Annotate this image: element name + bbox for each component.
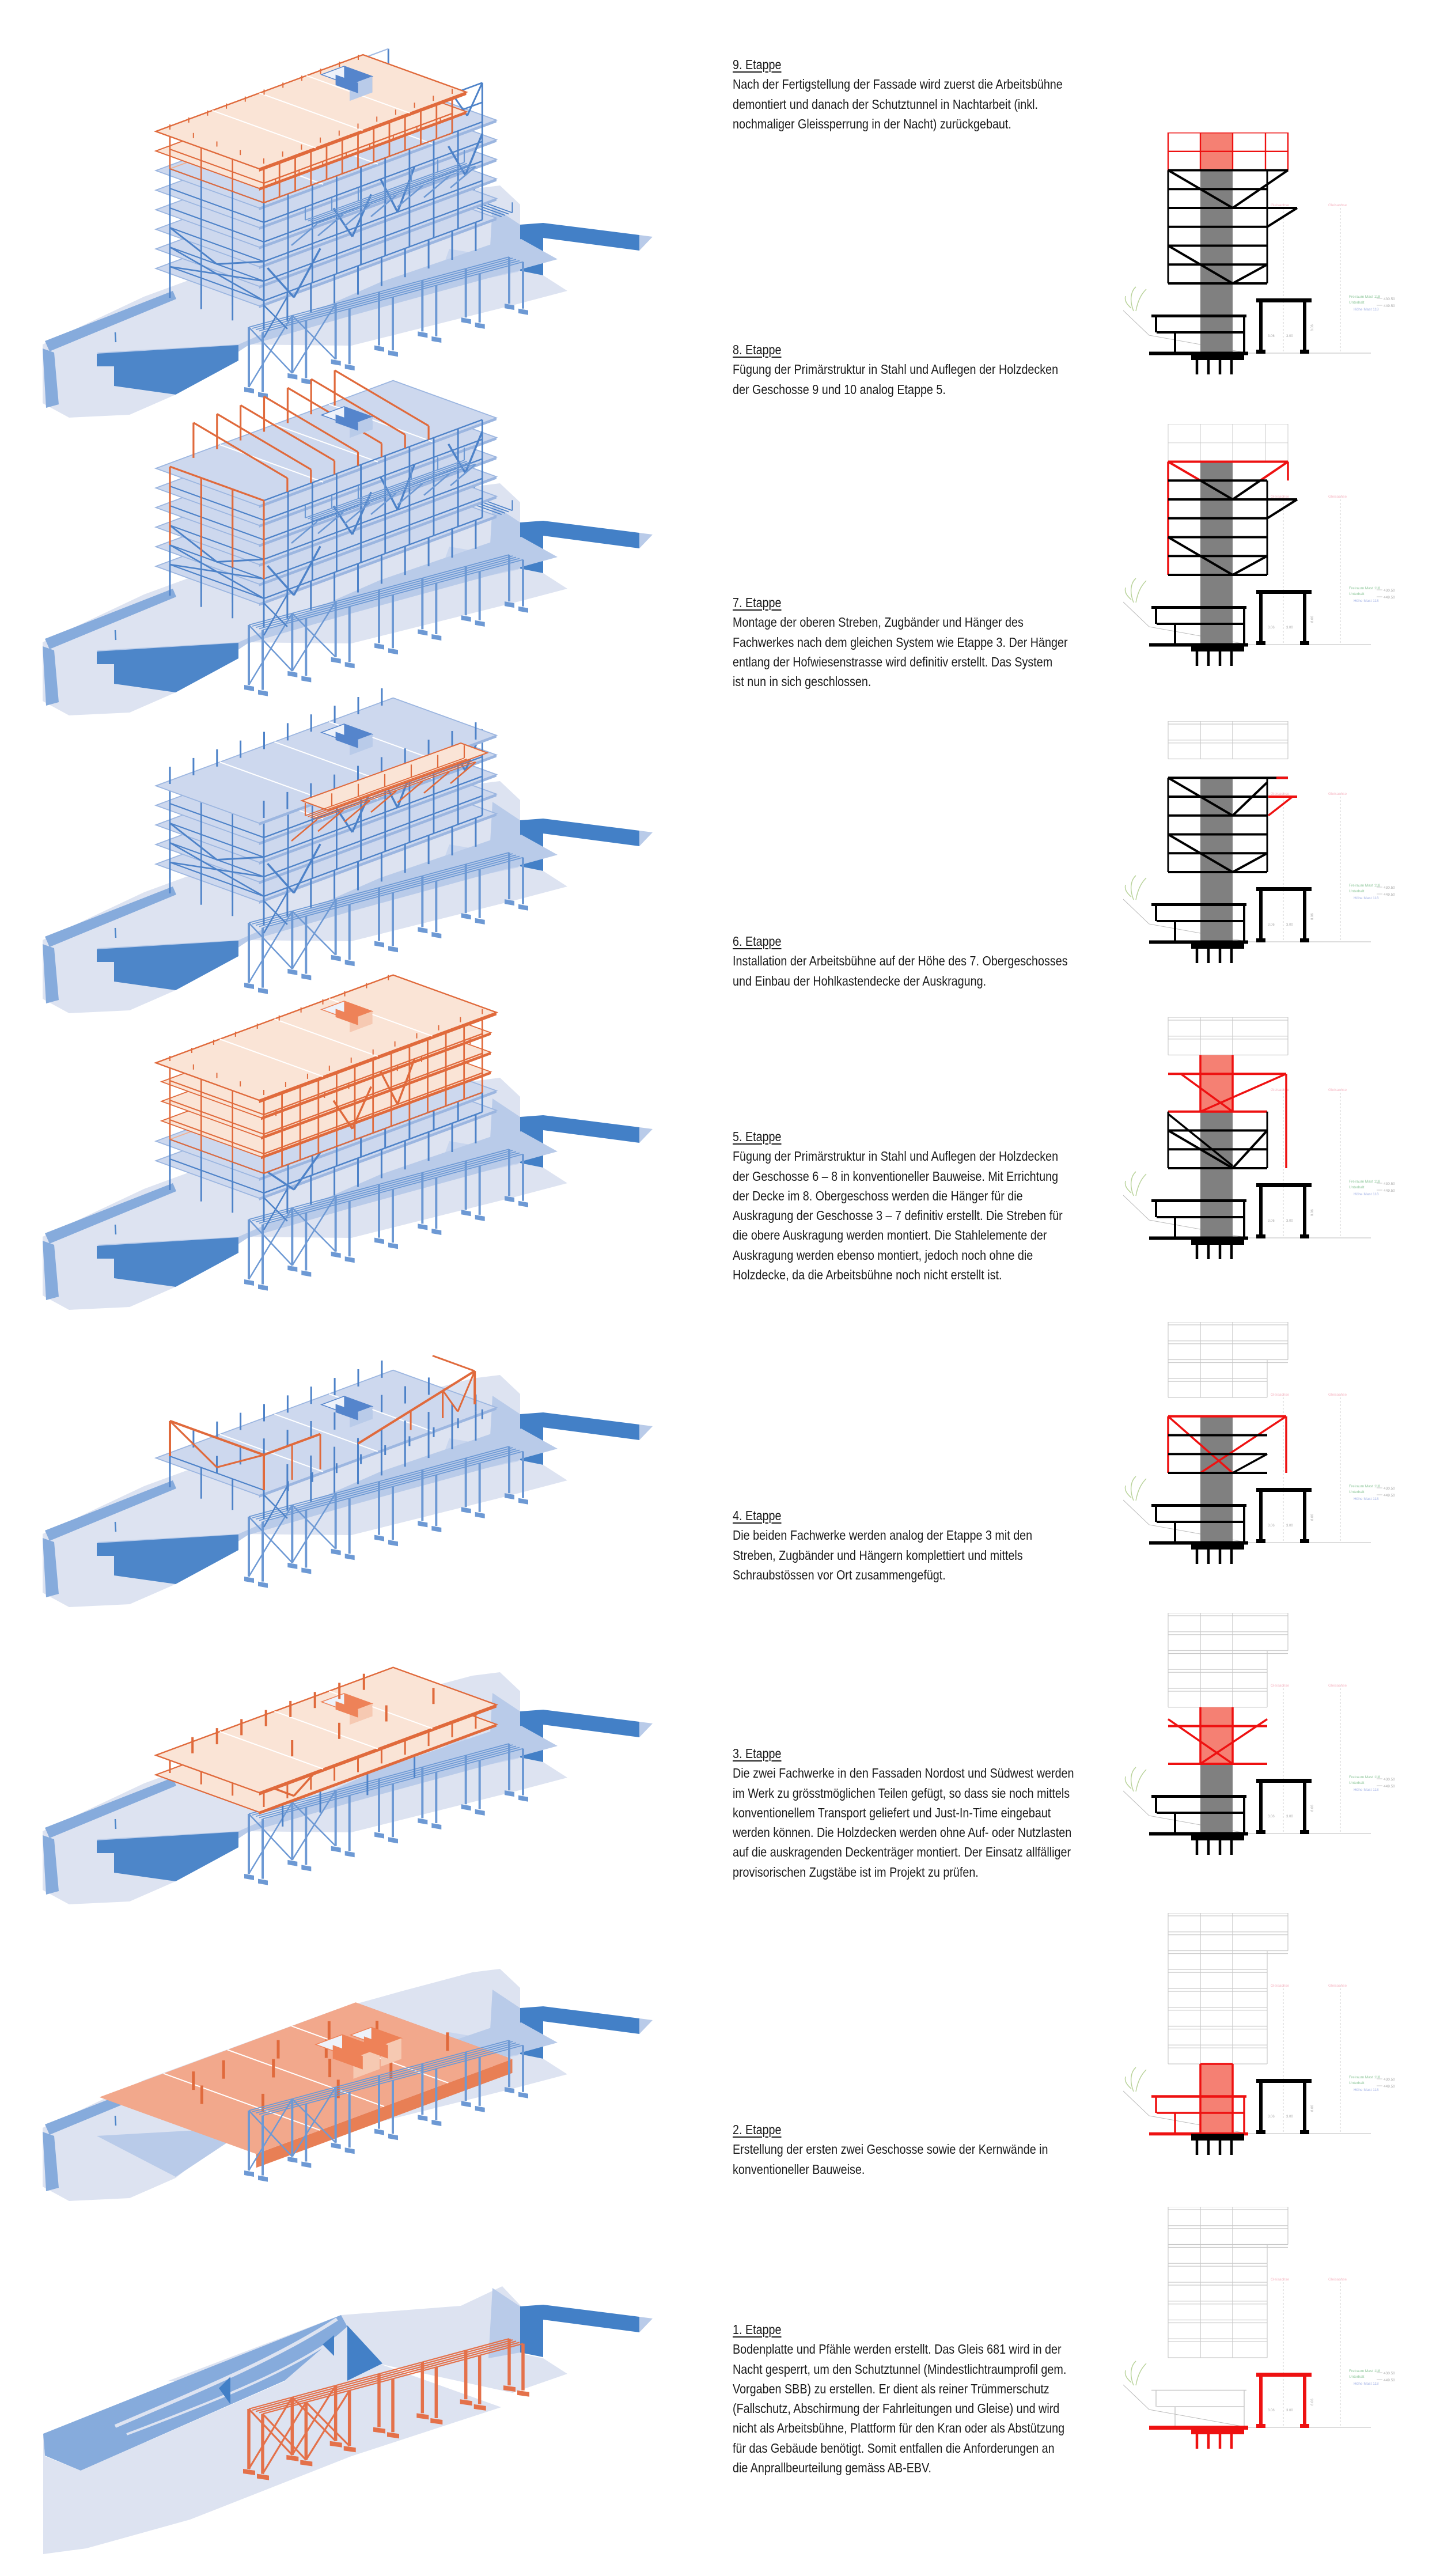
svg-text:8.06: 8.06 bbox=[1311, 2105, 1314, 2112]
svg-text:Freiraum Mast 118: Freiraum Mast 118 bbox=[1349, 1180, 1380, 1184]
svg-text:449.50: 449.50 bbox=[1384, 1189, 1395, 1193]
svg-text:Höhe Mast 118: Höhe Mast 118 bbox=[1354, 308, 1379, 312]
svg-text:Freiraum Mast 118: Freiraum Mast 118 bbox=[1349, 1775, 1380, 1779]
svg-text:Freiraum Mast 118: Freiraum Mast 118 bbox=[1349, 2075, 1380, 2079]
svg-text:8.06: 8.06 bbox=[1311, 1805, 1314, 1812]
svg-text:Höhe Mast 118: Höhe Mast 118 bbox=[1354, 599, 1379, 603]
svg-text:3.06: 3.06 bbox=[1268, 1524, 1275, 1528]
svg-text:430.50: 430.50 bbox=[1384, 1487, 1395, 1491]
svg-text:430.50: 430.50 bbox=[1384, 2372, 1395, 2376]
svg-text:Freiraum Mast 118: Freiraum Mast 118 bbox=[1349, 1484, 1380, 1488]
svg-text:449.50: 449.50 bbox=[1384, 893, 1395, 897]
svg-text:Gleisachse: Gleisachse bbox=[1271, 1088, 1290, 1092]
svg-text:Unterhalt: Unterhalt bbox=[1349, 592, 1365, 596]
svg-text:8.06: 8.06 bbox=[1311, 1514, 1314, 1521]
svg-text:Höhe Mast 118: Höhe Mast 118 bbox=[1354, 1788, 1379, 1792]
svg-text:3.00: 3.00 bbox=[1286, 1219, 1293, 1223]
svg-text:430.50: 430.50 bbox=[1384, 1778, 1395, 1782]
svg-text:Unterhalt: Unterhalt bbox=[1349, 2081, 1365, 2085]
svg-text:Freiraum Mast 118: Freiraum Mast 118 bbox=[1349, 884, 1380, 888]
svg-text:3.00: 3.00 bbox=[1286, 1815, 1293, 1819]
svg-text:449.50: 449.50 bbox=[1384, 1785, 1395, 1789]
svg-text:Freiraum Mast 118: Freiraum Mast 118 bbox=[1349, 2369, 1380, 2373]
svg-text:3.00: 3.00 bbox=[1286, 2115, 1293, 2119]
svg-text:430.50: 430.50 bbox=[1384, 589, 1395, 593]
svg-text:Gleisachse: Gleisachse bbox=[1271, 2278, 1290, 2282]
svg-text:449.50: 449.50 bbox=[1384, 2378, 1395, 2382]
svg-text:430.50: 430.50 bbox=[1384, 297, 1395, 301]
svg-text:3.06: 3.06 bbox=[1268, 335, 1275, 338]
svg-text:449.50: 449.50 bbox=[1384, 596, 1395, 600]
svg-text:Gleisachse: Gleisachse bbox=[1328, 1984, 1347, 1988]
svg-text:3.06: 3.06 bbox=[1268, 626, 1275, 630]
svg-text:Höhe Mast 118: Höhe Mast 118 bbox=[1354, 2088, 1379, 2092]
svg-text:Unterhalt: Unterhalt bbox=[1349, 301, 1365, 305]
svg-text:3.00: 3.00 bbox=[1286, 923, 1293, 927]
svg-text:8.06: 8.06 bbox=[1311, 324, 1314, 331]
svg-text:8.06: 8.06 bbox=[1311, 913, 1314, 920]
svg-text:430.50: 430.50 bbox=[1384, 1182, 1395, 1186]
svg-text:449.50: 449.50 bbox=[1384, 304, 1395, 308]
svg-text:Höhe Mast 118: Höhe Mast 118 bbox=[1354, 1192, 1379, 1196]
svg-text:Freiraum Mast 118: Freiraum Mast 118 bbox=[1349, 295, 1380, 299]
svg-text:Unterhalt: Unterhalt bbox=[1349, 1781, 1365, 1785]
svg-text:Gleisachse: Gleisachse bbox=[1271, 1984, 1290, 1988]
svg-text:Gleisachse: Gleisachse bbox=[1271, 1684, 1290, 1688]
svg-text:Gleisachse: Gleisachse bbox=[1271, 792, 1290, 796]
svg-text:Gleisachse: Gleisachse bbox=[1328, 1684, 1347, 1688]
svg-text:Gleisachse: Gleisachse bbox=[1328, 792, 1347, 796]
svg-text:Höhe Mast 118: Höhe Mast 118 bbox=[1354, 2382, 1379, 2386]
svg-text:3.00: 3.00 bbox=[1286, 335, 1293, 338]
svg-text:430.50: 430.50 bbox=[1384, 2078, 1395, 2082]
svg-text:Gleisachse: Gleisachse bbox=[1271, 1393, 1290, 1397]
svg-text:Gleisachse: Gleisachse bbox=[1328, 1393, 1347, 1397]
svg-text:8.06: 8.06 bbox=[1311, 616, 1314, 623]
svg-text:449.50: 449.50 bbox=[1384, 1494, 1395, 1498]
svg-text:Höhe Mast 118: Höhe Mast 118 bbox=[1354, 1497, 1379, 1501]
svg-text:Gleisachse: Gleisachse bbox=[1328, 203, 1347, 207]
svg-text:Gleisachse: Gleisachse bbox=[1328, 2278, 1347, 2282]
svg-text:3.06: 3.06 bbox=[1268, 2409, 1275, 2412]
svg-text:Unterhalt: Unterhalt bbox=[1349, 889, 1365, 893]
svg-text:Höhe Mast 118: Höhe Mast 118 bbox=[1354, 896, 1379, 900]
svg-text:Freiraum Mast 118: Freiraum Mast 118 bbox=[1349, 586, 1380, 590]
svg-text:Gleisachse: Gleisachse bbox=[1271, 203, 1290, 207]
svg-text:430.50: 430.50 bbox=[1384, 886, 1395, 890]
svg-text:3.00: 3.00 bbox=[1286, 626, 1293, 630]
svg-text:Gleisachse: Gleisachse bbox=[1328, 1088, 1347, 1092]
svg-text:Unterhalt: Unterhalt bbox=[1349, 2375, 1365, 2379]
svg-text:Unterhalt: Unterhalt bbox=[1349, 1185, 1365, 1189]
svg-text:3.06: 3.06 bbox=[1268, 1219, 1275, 1223]
svg-text:8.06: 8.06 bbox=[1311, 2399, 1314, 2405]
svg-text:3.00: 3.00 bbox=[1286, 2409, 1293, 2412]
svg-text:Gleisachse: Gleisachse bbox=[1271, 495, 1290, 499]
svg-text:3.06: 3.06 bbox=[1268, 2115, 1275, 2119]
svg-text:3.06: 3.06 bbox=[1268, 1815, 1275, 1819]
svg-text:Unterhalt: Unterhalt bbox=[1349, 1490, 1365, 1494]
svg-text:3.00: 3.00 bbox=[1286, 1524, 1293, 1528]
svg-text:449.50: 449.50 bbox=[1384, 2085, 1395, 2089]
svg-text:3.06: 3.06 bbox=[1268, 923, 1275, 927]
svg-text:Gleisachse: Gleisachse bbox=[1328, 495, 1347, 499]
svg-text:8.06: 8.06 bbox=[1311, 1209, 1314, 1216]
